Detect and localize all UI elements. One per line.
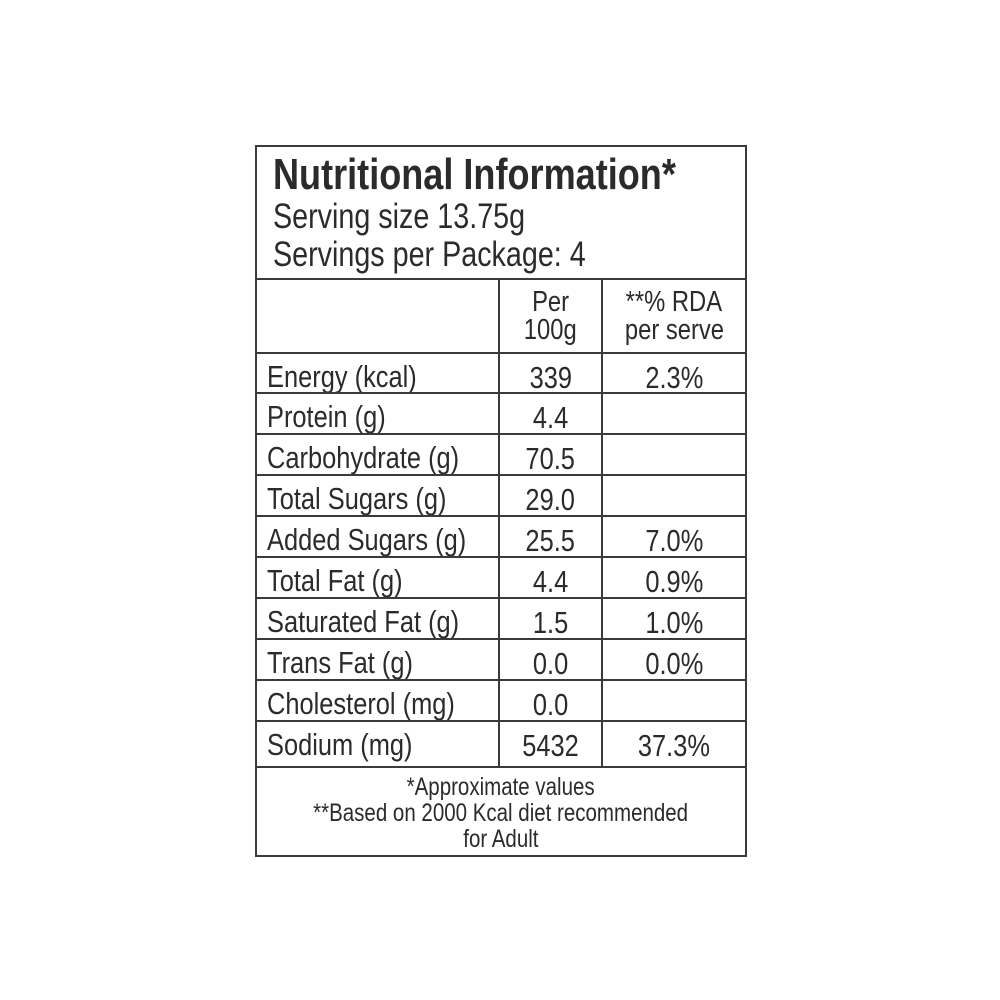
row-divider bbox=[257, 556, 745, 558]
nutrition-label: Nutritional Information* Serving size 13… bbox=[255, 145, 747, 857]
footnote-approx: *Approximate values bbox=[406, 773, 596, 801]
row-label: Energy (kcal) bbox=[267, 359, 417, 394]
divider bbox=[257, 766, 745, 768]
servings-per-package: Servings per Package: 4 bbox=[273, 235, 586, 274]
row-per-100g: 25.5 bbox=[525, 523, 576, 558]
row-per-100g: 4.4 bbox=[532, 400, 569, 435]
row-per-100g: 0.0 bbox=[532, 687, 569, 722]
row-label: Carbohydrate (g) bbox=[267, 440, 460, 475]
label-title: Nutritional Information* bbox=[273, 150, 676, 199]
row-label: Total Fat (g) bbox=[267, 563, 403, 598]
row-rda: 1.0% bbox=[645, 605, 703, 640]
row-per-100g: 0.0 bbox=[532, 646, 569, 681]
row-divider bbox=[257, 515, 745, 517]
row-rda bbox=[603, 689, 745, 720]
header-rda: **% RDA per serve bbox=[624, 286, 724, 346]
row-divider bbox=[257, 638, 745, 640]
footnote-adult: for Adult bbox=[463, 825, 539, 853]
column-divider bbox=[601, 278, 603, 766]
row-divider bbox=[257, 720, 745, 722]
divider bbox=[257, 278, 745, 280]
row-divider bbox=[257, 474, 745, 476]
row-label: Total Sugars (g) bbox=[267, 481, 447, 516]
row-rda: 37.3% bbox=[637, 728, 711, 763]
row-per-100g: 339 bbox=[529, 360, 572, 395]
row-per-100g: 29.0 bbox=[525, 482, 576, 517]
serving-size: Serving size 13.75g bbox=[273, 197, 526, 236]
row-label: Added Sugars (g) bbox=[267, 522, 467, 557]
footnote-based: **Based on 2000 Kcal diet recommended bbox=[313, 799, 689, 827]
row-rda: 2.3% bbox=[645, 360, 703, 395]
row-rda: 0.9% bbox=[645, 564, 703, 599]
row-per-100g: 5432 bbox=[522, 728, 579, 763]
row-label: Trans Fat (g) bbox=[267, 645, 413, 680]
row-label: Cholesterol (mg) bbox=[267, 686, 455, 721]
row-rda bbox=[603, 402, 745, 433]
column-divider bbox=[498, 278, 500, 766]
row-divider bbox=[257, 433, 745, 435]
row-label: Sodium (mg) bbox=[267, 727, 413, 762]
row-per-100g: 1.5 bbox=[532, 605, 569, 640]
row-label: Protein (g) bbox=[267, 399, 386, 434]
row-rda: 0.0% bbox=[645, 646, 703, 681]
row-divider bbox=[257, 392, 745, 394]
row-per-100g: 4.4 bbox=[532, 564, 569, 599]
row-label: Saturated Fat (g) bbox=[267, 604, 460, 639]
row-divider bbox=[257, 352, 745, 354]
row-per-100g: 70.5 bbox=[525, 441, 576, 476]
row-rda bbox=[603, 443, 745, 474]
row-divider bbox=[257, 679, 745, 681]
footnotes: *Approximate values **Based on 2000 Kcal… bbox=[257, 774, 745, 852]
row-divider bbox=[257, 597, 745, 599]
header-per-100g: Per 100g bbox=[524, 286, 577, 346]
row-rda: 7.0% bbox=[645, 523, 703, 558]
row-rda bbox=[603, 484, 745, 515]
